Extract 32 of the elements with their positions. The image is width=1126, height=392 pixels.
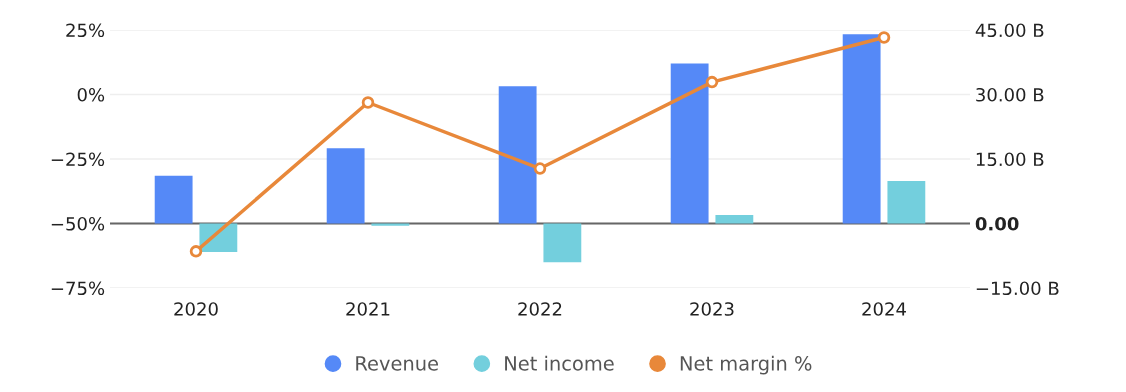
- x-tick-label: 2024: [862, 302, 906, 316]
- y2-tick-label: 15.00 B: [976, 152, 1044, 167]
- x-tick-label: 2022: [518, 302, 562, 316]
- bar: [887, 180, 926, 224]
- y2-tick-label: −15.00 B: [976, 281, 1059, 296]
- bar: [326, 148, 365, 224]
- y-tick-label: 25%: [66, 23, 105, 38]
- x-tick-label: 2021: [346, 302, 390, 316]
- y-tick-label: −50%: [51, 216, 105, 231]
- legend-label: Net margin %: [680, 355, 812, 375]
- point: [189, 245, 203, 258]
- bar: [154, 175, 193, 224]
- point: [877, 31, 891, 44]
- bar: [670, 63, 709, 224]
- y-tick-label: −75%: [51, 281, 105, 296]
- x-tick-label: 2020: [174, 302, 218, 316]
- y2-tick-label: 30.00 B: [976, 87, 1044, 102]
- y2-tick-label: 0.00: [975, 216, 1019, 231]
- bar: [842, 34, 881, 224]
- y-tick-label: 0%: [77, 87, 105, 102]
- x-tick-label: 2023: [690, 302, 734, 316]
- bar: [543, 223, 582, 263]
- y2-tick-label: 45.00 B: [975, 23, 1044, 38]
- point: [705, 75, 719, 89]
- bar: [715, 214, 754, 224]
- bar: [371, 223, 410, 226]
- y-tick-label: −25%: [51, 152, 105, 167]
- legend-label: Revenue: [356, 356, 439, 371]
- point: [361, 96, 375, 109]
- point: [533, 162, 547, 175]
- legend-label: Net income: [505, 355, 614, 371]
- bar: [498, 86, 537, 224]
